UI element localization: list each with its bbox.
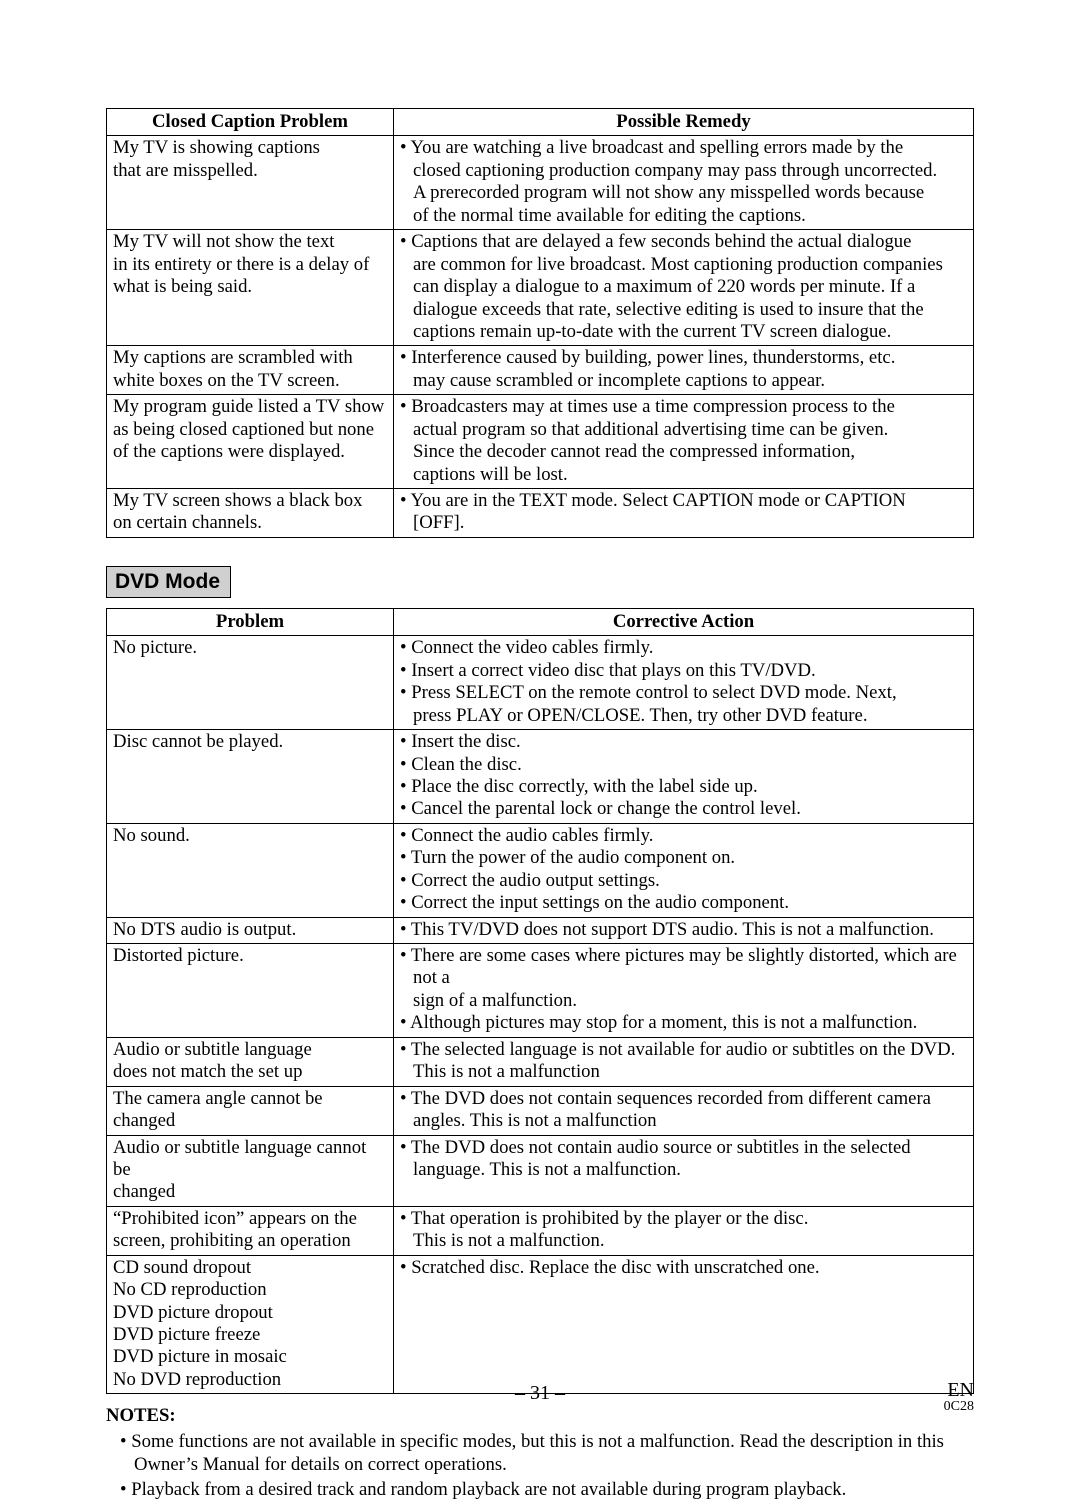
notes-item: • Some functions are not available in sp… — [120, 1430, 974, 1477]
table-cell: Audio or subtitle language cannot bechan… — [107, 1135, 394, 1206]
table-cell: CD sound dropoutNo CD reproductionDVD pi… — [107, 1255, 394, 1394]
table-cell: • Insert the disc.• Clean the disc.• Pla… — [394, 730, 974, 824]
table-cell: • This TV/DVD does not support DTS audio… — [394, 917, 974, 943]
table-row: My TV will not show the textin its entir… — [107, 230, 974, 346]
table-row: Audio or subtitle languagedoes not match… — [107, 1037, 974, 1086]
table-row: No picture.• Connect the video cables fi… — [107, 636, 974, 730]
table-cell: • Broadcasters may at times use a time c… — [394, 395, 974, 489]
dvd-mode-heading: DVD Mode — [106, 566, 231, 598]
dvd-header-action: Corrective Action — [394, 608, 974, 635]
table-row: No sound.• Connect the audio cables firm… — [107, 823, 974, 917]
notes-block: NOTES: • Some functions are not availabl… — [106, 1404, 974, 1502]
table-cell: My TV is showing captionsthat are misspe… — [107, 136, 394, 230]
table-cell: • The selected language is not available… — [394, 1037, 974, 1086]
table-cell: • The DVD does not contain audio source … — [394, 1135, 974, 1206]
dvd-mode-table: Problem Corrective Action No picture.• C… — [106, 608, 974, 1394]
table-cell: Disc cannot be played. — [107, 730, 394, 824]
table-cell: • That operation is prohibited by the pl… — [394, 1206, 974, 1255]
page-number: – 31 – — [0, 1382, 1080, 1405]
dvd-header-problem: Problem — [107, 608, 394, 635]
closed-caption-table: Closed Caption Problem Possible Remedy M… — [106, 108, 974, 538]
table-cell: • There are some cases where pictures ma… — [394, 944, 974, 1038]
table-cell: Audio or subtitle languagedoes not match… — [107, 1037, 394, 1086]
table-row: My TV screen shows a black boxon certain… — [107, 489, 974, 538]
notes-item: • Playback from a desired track and rand… — [120, 1478, 974, 1501]
table-row: Audio or subtitle language cannot bechan… — [107, 1135, 974, 1206]
table-cell: “Prohibited icon” appears on thescreen, … — [107, 1206, 394, 1255]
table-cell: • The DVD does not contain sequences rec… — [394, 1086, 974, 1135]
footer-code: 0C28 — [944, 1400, 974, 1414]
table-cell: My program guide listed a TV showas bein… — [107, 395, 394, 489]
table-row: The camera angle cannot be changed• The … — [107, 1086, 974, 1135]
table-row: No DTS audio is output.• This TV/DVD doe… — [107, 917, 974, 943]
table-cell: The camera angle cannot be changed — [107, 1086, 394, 1135]
table-row: CD sound dropoutNo CD reproductionDVD pi… — [107, 1255, 974, 1394]
table-row: My TV is showing captionsthat are misspe… — [107, 136, 974, 230]
cc-header-problem: Closed Caption Problem — [107, 109, 394, 136]
table-row: My captions are scrambled withwhite boxe… — [107, 346, 974, 395]
table-cell: • You are in the TEXT mode. Select CAPTI… — [394, 489, 974, 538]
table-row: Distorted picture.• There are some cases… — [107, 944, 974, 1038]
table-cell: • Connect the audio cables firmly.• Turn… — [394, 823, 974, 917]
table-cell: • Captions that are delayed a few second… — [394, 230, 974, 346]
table-row: My program guide listed a TV showas bein… — [107, 395, 974, 489]
table-cell: My captions are scrambled withwhite boxe… — [107, 346, 394, 395]
table-cell: No DTS audio is output. — [107, 917, 394, 943]
table-cell: No sound. — [107, 823, 394, 917]
table-cell: No picture. — [107, 636, 394, 730]
footer-lang: EN — [944, 1380, 974, 1400]
footer-right: EN 0C28 — [944, 1380, 974, 1414]
table-cell: • Scratched disc. Replace the disc with … — [394, 1255, 974, 1394]
table-cell: My TV screen shows a black boxon certain… — [107, 489, 394, 538]
cc-header-remedy: Possible Remedy — [394, 109, 974, 136]
table-cell: My TV will not show the textin its entir… — [107, 230, 394, 346]
notes-heading: NOTES: — [106, 1404, 974, 1427]
table-cell: Distorted picture. — [107, 944, 394, 1038]
table-cell: • You are watching a live broadcast and … — [394, 136, 974, 230]
table-row: Disc cannot be played.• Insert the disc.… — [107, 730, 974, 824]
table-row: “Prohibited icon” appears on thescreen, … — [107, 1206, 974, 1255]
table-cell: • Connect the video cables firmly.• Inse… — [394, 636, 974, 730]
table-cell: • Interference caused by building, power… — [394, 346, 974, 395]
